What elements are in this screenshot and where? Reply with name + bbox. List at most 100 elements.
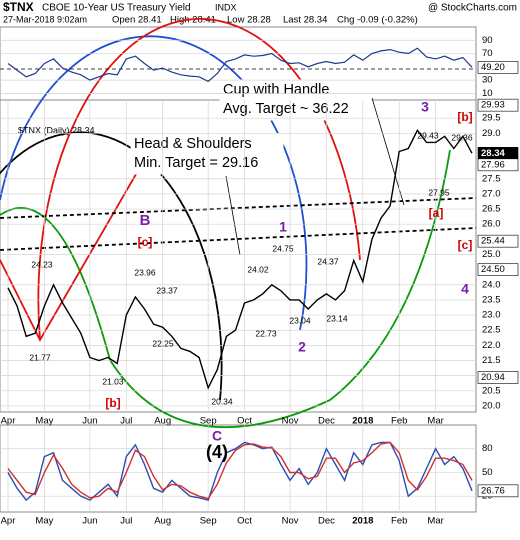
callout-text: Min. Target = 29.16 [134,155,258,171]
annotation: 29.43 [417,130,439,140]
annotation: 20.34 [211,396,233,406]
callout-text: Avg. Target ~ 36.22 [223,101,349,117]
x-tick-label: Sep [200,416,217,427]
x-tick-label: Mar [427,416,443,427]
annotation: 4 [461,281,469,297]
value-tag [477,61,519,74]
y-tick-label: 23.0 [482,310,501,321]
series-line [7,128,473,390]
value-tag [477,263,519,276]
y-tick-label: 27.0 [482,188,501,199]
annotation: 22.73 [255,328,277,338]
annotation: (4) [206,442,228,462]
y-tick-label: 29.0 [482,128,501,139]
x-tick-label: Jun [82,416,97,427]
arc [0,131,223,401]
callout-pointer [371,97,405,206]
value-tag [477,371,519,384]
y-tick-label: 22.0 [482,340,501,351]
x-tick-label: Apr [1,416,16,427]
annotation: 1 [279,219,287,235]
value-tag-label: 25.44 [481,236,505,247]
annotation: 29.36 [451,132,473,142]
y-tick-label: 27.5 [482,173,501,184]
annotation: 21.77 [29,352,51,362]
stoch-panel [0,424,477,513]
y-tick-label: 20.0 [482,400,501,411]
y-tick-label: 20.5 [482,385,501,396]
last: Last 28.34 [283,15,327,26]
source: @ StockCharts.com [428,3,517,14]
annotation: 2 [298,339,306,355]
x-tick-label: Jul [120,416,132,427]
trendline [0,197,477,219]
x-tick-label: Aug [154,416,171,427]
value-tag-label: 24.50 [481,264,505,275]
callout-box [219,79,373,121]
annotation: 23.04 [289,315,311,325]
callouts: Cup with Handle Avg. Target ~ 36.22 Head &… [130,79,405,256]
series-line [7,441,473,500]
arc [0,35,308,331]
callout-pointer [225,175,241,256]
value-tag-label: 26.76 [481,485,505,496]
exchange: INDX [215,2,237,12]
x-tick-label: May [35,416,53,427]
legend: $TNX (Daily) 28.34 [18,125,95,135]
x-tick-label: Dec [318,416,335,427]
y-tick-label: 10 [482,88,493,99]
annotation: 3 [421,99,429,115]
x-tick-label: Oct [237,416,252,427]
x-tick-label: Nov [282,516,299,527]
annotation: 22.25 [152,338,174,348]
y-tick-label: 22.5 [482,325,501,336]
trendlines [0,68,477,251]
annotation: 23.37 [156,285,178,295]
value-tag [477,484,519,498]
series-line [7,47,473,83]
annotation: [b] [105,396,120,410]
y-tick-label: 90 [482,35,493,46]
annotation: 24.37 [317,256,339,266]
annotation: B [140,212,151,229]
y-tick-label: 70 [482,48,493,59]
annotation: [c] [458,238,473,252]
symbol: $TNX [3,0,34,14]
annotation: 27.95 [428,187,450,197]
callout-text: Cup with Handle [223,82,329,98]
date: 27-Mar-2018 9:02am [3,14,87,24]
x-tick-label: Jun [82,516,97,527]
y-tick-label: 23.5 [482,294,501,305]
value-tag [477,158,519,172]
x-tick-label: Sep [200,516,217,527]
arc [0,149,451,429]
x-tick-label: 2018 [352,416,373,427]
annotation: 21.03 [102,376,124,386]
value-tag-label: 29.93 [481,100,505,111]
annotation: 23.96 [134,267,156,277]
trendline [0,227,477,251]
annotation: 24.23 [31,259,53,269]
series-line [7,441,473,502]
value-tag-label: 28.34 [481,148,505,159]
y-tick-label: 26.0 [482,219,501,230]
x-tick-label: Nov [282,416,299,427]
y-tick-label: 30 [482,75,493,86]
callout-box [130,133,284,175]
x-tick-label: Apr [1,516,16,527]
y-tick-label: 24.0 [482,279,501,290]
y-tick-label: 50 [482,467,493,478]
x-tick-label: Jul [120,516,132,527]
value-tag-label: 27.96 [481,159,505,170]
value-tag-label: 49.20 [481,62,505,73]
annotation: [b] [457,110,472,124]
x-tick-label: 2018 [352,516,373,527]
x-tick-label: Oct [237,516,252,527]
annotation: 24.75 [272,243,294,253]
x-tick-label: May [35,516,53,527]
x-tick-label: Feb [391,416,407,427]
annotation: C [212,428,222,444]
x-tick-label: Aug [154,516,171,527]
